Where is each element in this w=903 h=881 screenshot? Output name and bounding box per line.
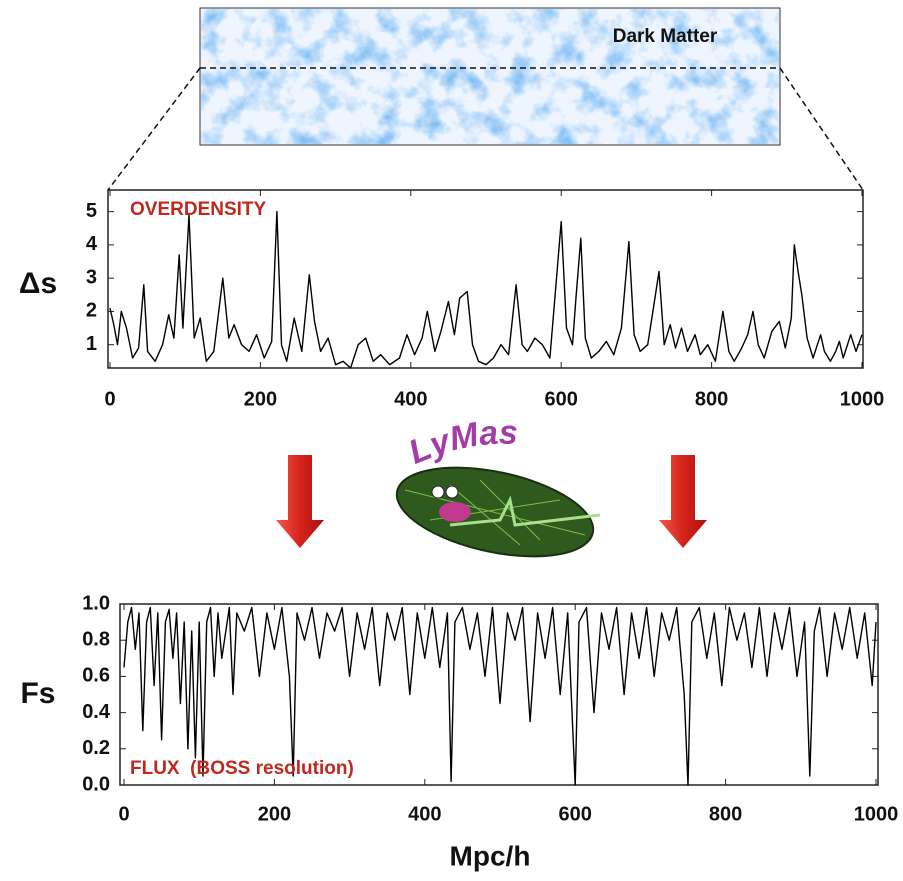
y-tick-label: 0.4 (82, 701, 111, 723)
y-tick-label: 5 (86, 200, 97, 222)
x-axis-label: Mpc/h (450, 840, 531, 871)
leaf-veins (404, 479, 586, 546)
x-tick-label: 200 (244, 388, 277, 410)
y-tick-label: 4 (86, 233, 98, 255)
down-arrow (276, 455, 324, 548)
annotation: FLUX (BOSS resolution) (130, 758, 354, 779)
y-tick-label: 2 (86, 300, 97, 322)
x-tick-label: 400 (394, 388, 427, 410)
x-tick-label: 800 (709, 803, 742, 825)
zoom-line (779, 67, 864, 191)
x-tick-label: 0 (104, 388, 115, 410)
data-line (123, 606, 877, 786)
y-tick-label: 1.0 (82, 592, 110, 614)
annotation: OVERDENSITY (130, 199, 267, 220)
y-axis-label: Fs (20, 677, 55, 710)
image-label: Dark Matter (613, 26, 718, 47)
down-arrow (659, 455, 707, 548)
y-tick-label: 0.2 (82, 737, 110, 759)
x-tick-label: 600 (559, 803, 592, 825)
x-tick-label: 200 (258, 803, 291, 825)
y-axis-label: Δs (19, 267, 57, 300)
logo-creature (439, 502, 471, 522)
x-tick-label: 600 (545, 388, 578, 410)
x-tick-label: 1000 (854, 803, 899, 825)
logo-line (449, 495, 601, 527)
logo-text: LyMas (403, 414, 518, 472)
y-tick-label: 1 (86, 333, 97, 355)
logo-eye (445, 485, 459, 499)
plot-frame (107, 189, 864, 369)
zoom-line (107, 67, 201, 191)
x-tick-label: 1000 (840, 388, 885, 410)
y-tick-label: 3 (86, 266, 97, 288)
x-tick-label: 400 (408, 803, 441, 825)
y-tick-label: 0.0 (82, 773, 110, 795)
data-line (109, 210, 863, 369)
x-tick-label: 800 (695, 388, 728, 410)
dark-matter-texture (201, 9, 779, 144)
logo-eye (431, 485, 445, 499)
y-tick-label: 0.6 (82, 665, 110, 687)
logo: LyMas (395, 414, 601, 558)
y-tick-label: 0.8 (82, 628, 110, 650)
x-tick-label: 0 (118, 803, 129, 825)
logo-text-path: LyMas (403, 414, 518, 472)
